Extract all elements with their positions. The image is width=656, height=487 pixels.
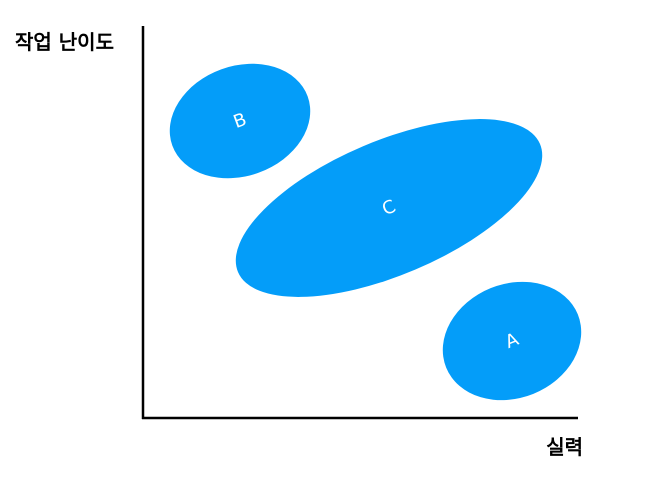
region-a: A	[442, 281, 582, 401]
region-c-ellipse	[235, 119, 543, 297]
y-axis-title: 작업 난이도	[15, 30, 114, 54]
region-b-ellipse	[169, 63, 311, 179]
region-a-ellipse	[442, 281, 582, 401]
region-c: C	[235, 119, 543, 297]
region-b: B	[169, 63, 311, 179]
x-axis-title: 실력	[546, 435, 583, 459]
